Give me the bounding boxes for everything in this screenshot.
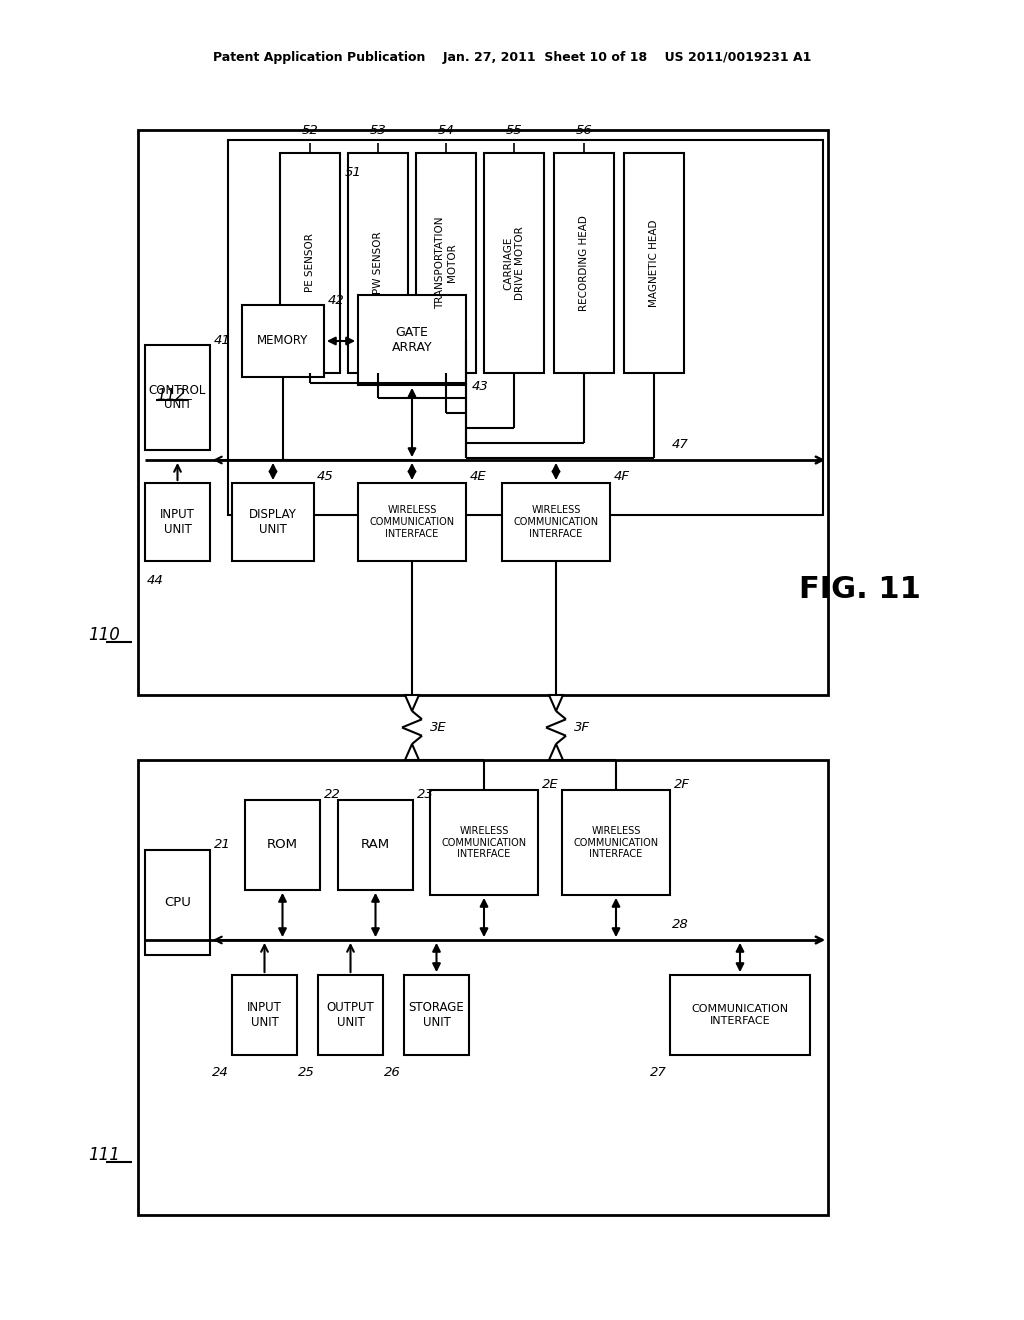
Text: 27: 27 — [650, 1067, 667, 1080]
Bar — [670, 975, 810, 1055]
Text: 43: 43 — [472, 380, 488, 393]
Bar — [416, 153, 476, 374]
Bar — [502, 483, 610, 561]
Bar — [358, 294, 466, 385]
Text: STORAGE
UNIT: STORAGE UNIT — [409, 1001, 464, 1030]
Polygon shape — [549, 744, 563, 760]
Bar — [145, 850, 210, 954]
Bar — [338, 800, 413, 890]
Text: CARRIAGE
DRIVE MOTOR: CARRIAGE DRIVE MOTOR — [503, 226, 524, 300]
Text: 52: 52 — [302, 124, 318, 137]
Text: TRANSPORTATION
MOTOR: TRANSPORTATION MOTOR — [435, 216, 457, 309]
Text: WIRELESS
COMMUNICATION
INTERFACE: WIRELESS COMMUNICATION INTERFACE — [513, 506, 599, 539]
Text: RAM: RAM — [360, 838, 390, 851]
Text: MAGNETIC HEAD: MAGNETIC HEAD — [649, 219, 659, 306]
Text: 21: 21 — [214, 838, 230, 851]
Text: 112: 112 — [156, 388, 185, 403]
Bar — [554, 153, 614, 374]
Bar — [228, 140, 823, 515]
Text: 28: 28 — [672, 917, 689, 931]
Text: PE SENSOR: PE SENSOR — [305, 234, 315, 293]
Bar — [430, 789, 538, 895]
Polygon shape — [406, 696, 419, 711]
Text: 3F: 3F — [574, 721, 590, 734]
Bar — [242, 305, 324, 378]
Bar — [232, 483, 314, 561]
Text: INPUT
UNIT: INPUT UNIT — [247, 1001, 282, 1030]
Bar — [484, 153, 544, 374]
Text: 4F: 4F — [614, 470, 630, 483]
Text: 25: 25 — [298, 1067, 315, 1080]
Text: GATE
ARRAY: GATE ARRAY — [392, 326, 432, 354]
Text: 3E: 3E — [430, 721, 446, 734]
Bar — [404, 975, 469, 1055]
Text: 54: 54 — [437, 124, 455, 137]
Text: 111: 111 — [88, 1146, 120, 1164]
Text: CPU: CPU — [164, 896, 190, 909]
Text: 4E: 4E — [470, 470, 486, 483]
Bar — [145, 483, 210, 561]
Polygon shape — [406, 744, 419, 760]
Bar — [138, 760, 828, 1214]
Text: 2F: 2F — [674, 779, 690, 792]
Text: ROM: ROM — [267, 838, 298, 851]
Text: 23: 23 — [417, 788, 434, 801]
Text: 26: 26 — [384, 1067, 401, 1080]
Text: Patent Application Publication    Jan. 27, 2011  Sheet 10 of 18    US 2011/00192: Patent Application Publication Jan. 27, … — [213, 51, 811, 65]
Text: PW SENSOR: PW SENSOR — [373, 232, 383, 294]
Bar — [232, 975, 297, 1055]
Text: WIRELESS
COMMUNICATION
INTERFACE: WIRELESS COMMUNICATION INTERFACE — [441, 826, 526, 859]
Text: FIG. 11: FIG. 11 — [799, 576, 921, 605]
Text: DISPLAY
UNIT: DISPLAY UNIT — [249, 508, 297, 536]
Text: INPUT
UNIT: INPUT UNIT — [160, 508, 195, 536]
Text: 24: 24 — [212, 1067, 229, 1080]
Bar — [348, 153, 408, 374]
Text: 42: 42 — [328, 293, 345, 306]
Bar — [145, 345, 210, 450]
Text: 2E: 2E — [542, 779, 559, 792]
Bar — [245, 800, 319, 890]
Bar — [358, 483, 466, 561]
Bar — [318, 975, 383, 1055]
Text: WIRELESS
COMMUNICATION
INTERFACE: WIRELESS COMMUNICATION INTERFACE — [370, 506, 455, 539]
Text: 41: 41 — [214, 334, 230, 346]
Bar — [562, 789, 670, 895]
Bar — [624, 153, 684, 374]
Polygon shape — [549, 696, 563, 711]
Text: 53: 53 — [370, 124, 386, 137]
Text: MEMORY: MEMORY — [257, 334, 308, 347]
Text: 44: 44 — [147, 574, 164, 587]
Bar — [280, 153, 340, 374]
Text: 56: 56 — [575, 124, 592, 137]
Text: 51: 51 — [345, 166, 361, 180]
Text: 22: 22 — [324, 788, 341, 801]
Text: 55: 55 — [506, 124, 522, 137]
Text: COMMUNICATION
INTERFACE: COMMUNICATION INTERFACE — [691, 1005, 788, 1026]
Bar — [138, 129, 828, 696]
Text: 47: 47 — [672, 437, 689, 450]
Text: WIRELESS
COMMUNICATION
INTERFACE: WIRELESS COMMUNICATION INTERFACE — [573, 826, 658, 859]
Text: 45: 45 — [317, 470, 334, 483]
Text: OUTPUT
UNIT: OUTPUT UNIT — [327, 1001, 375, 1030]
Text: 110: 110 — [88, 626, 120, 644]
Text: CONTROL
UNIT: CONTROL UNIT — [148, 384, 206, 412]
Text: RECORDING HEAD: RECORDING HEAD — [579, 215, 589, 312]
